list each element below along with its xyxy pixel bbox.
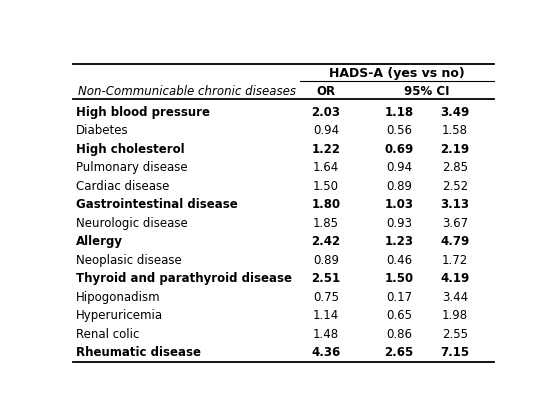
Text: 0.69: 0.69 [385,143,414,156]
Text: 0.56: 0.56 [386,124,412,137]
Text: 0.17: 0.17 [386,291,412,304]
Text: Cardiac disease: Cardiac disease [76,180,170,193]
Text: 0.46: 0.46 [386,254,412,267]
Text: Neurologic disease: Neurologic disease [76,217,188,230]
Text: 1.48: 1.48 [313,328,339,341]
Text: 3.49: 3.49 [440,106,470,119]
Text: 0.89: 0.89 [313,254,339,267]
Text: 2.65: 2.65 [385,346,414,359]
Text: 2.03: 2.03 [311,106,340,119]
Text: 1.14: 1.14 [313,309,339,322]
Text: 95% CI: 95% CI [404,85,450,98]
Text: High blood pressure: High blood pressure [76,106,210,119]
Text: 1.50: 1.50 [385,272,414,285]
Text: Hyperuricemia: Hyperuricemia [76,309,163,322]
Text: Diabetes: Diabetes [76,124,128,137]
Text: 3.44: 3.44 [442,291,468,304]
Text: Hipogonadism: Hipogonadism [76,291,161,304]
Text: Renal colic: Renal colic [76,328,140,341]
Text: 0.65: 0.65 [386,309,412,322]
Text: 0.94: 0.94 [386,161,412,174]
Text: 0.89: 0.89 [386,180,412,193]
Text: Allergy: Allergy [76,235,123,248]
Text: 1.03: 1.03 [385,198,414,211]
Text: 1.72: 1.72 [442,254,468,267]
Text: Non-Communicable chronic diseases: Non-Communicable chronic diseases [78,85,296,98]
Text: Thyroid and parathyroid disease: Thyroid and parathyroid disease [76,272,292,285]
Text: HADS-A (yes vs no): HADS-A (yes vs no) [329,67,465,80]
Text: 2.55: 2.55 [442,328,468,341]
Text: 7.15: 7.15 [440,346,470,359]
Text: 1.23: 1.23 [385,235,414,248]
Text: 1.85: 1.85 [313,217,339,230]
Text: 4.19: 4.19 [440,272,470,285]
Text: 3.67: 3.67 [442,217,468,230]
Text: 1.80: 1.80 [311,198,340,211]
Text: 4.36: 4.36 [311,346,340,359]
Text: 3.13: 3.13 [441,198,470,211]
Text: Gastrointestinal disease: Gastrointestinal disease [76,198,238,211]
Text: 4.79: 4.79 [440,235,470,248]
Text: 1.50: 1.50 [313,180,339,193]
Text: 1.22: 1.22 [311,143,340,156]
Text: 1.58: 1.58 [442,124,468,137]
Text: 2.42: 2.42 [311,235,340,248]
Text: 2.52: 2.52 [442,180,468,193]
Text: 0.86: 0.86 [386,328,412,341]
Text: 1.18: 1.18 [385,106,414,119]
Text: 2.51: 2.51 [311,272,340,285]
Text: 0.93: 0.93 [386,217,412,230]
Text: Rheumatic disease: Rheumatic disease [76,346,201,359]
Text: OR: OR [316,85,335,98]
Text: Pulmonary disease: Pulmonary disease [76,161,187,174]
Text: 0.94: 0.94 [313,124,339,137]
Text: High cholesterol: High cholesterol [76,143,185,156]
Text: 1.64: 1.64 [313,161,339,174]
Text: 0.75: 0.75 [313,291,339,304]
Text: Neoplasic disease: Neoplasic disease [76,254,182,267]
Text: 2.19: 2.19 [440,143,470,156]
Text: 2.85: 2.85 [442,161,468,174]
Text: 1.98: 1.98 [442,309,468,322]
